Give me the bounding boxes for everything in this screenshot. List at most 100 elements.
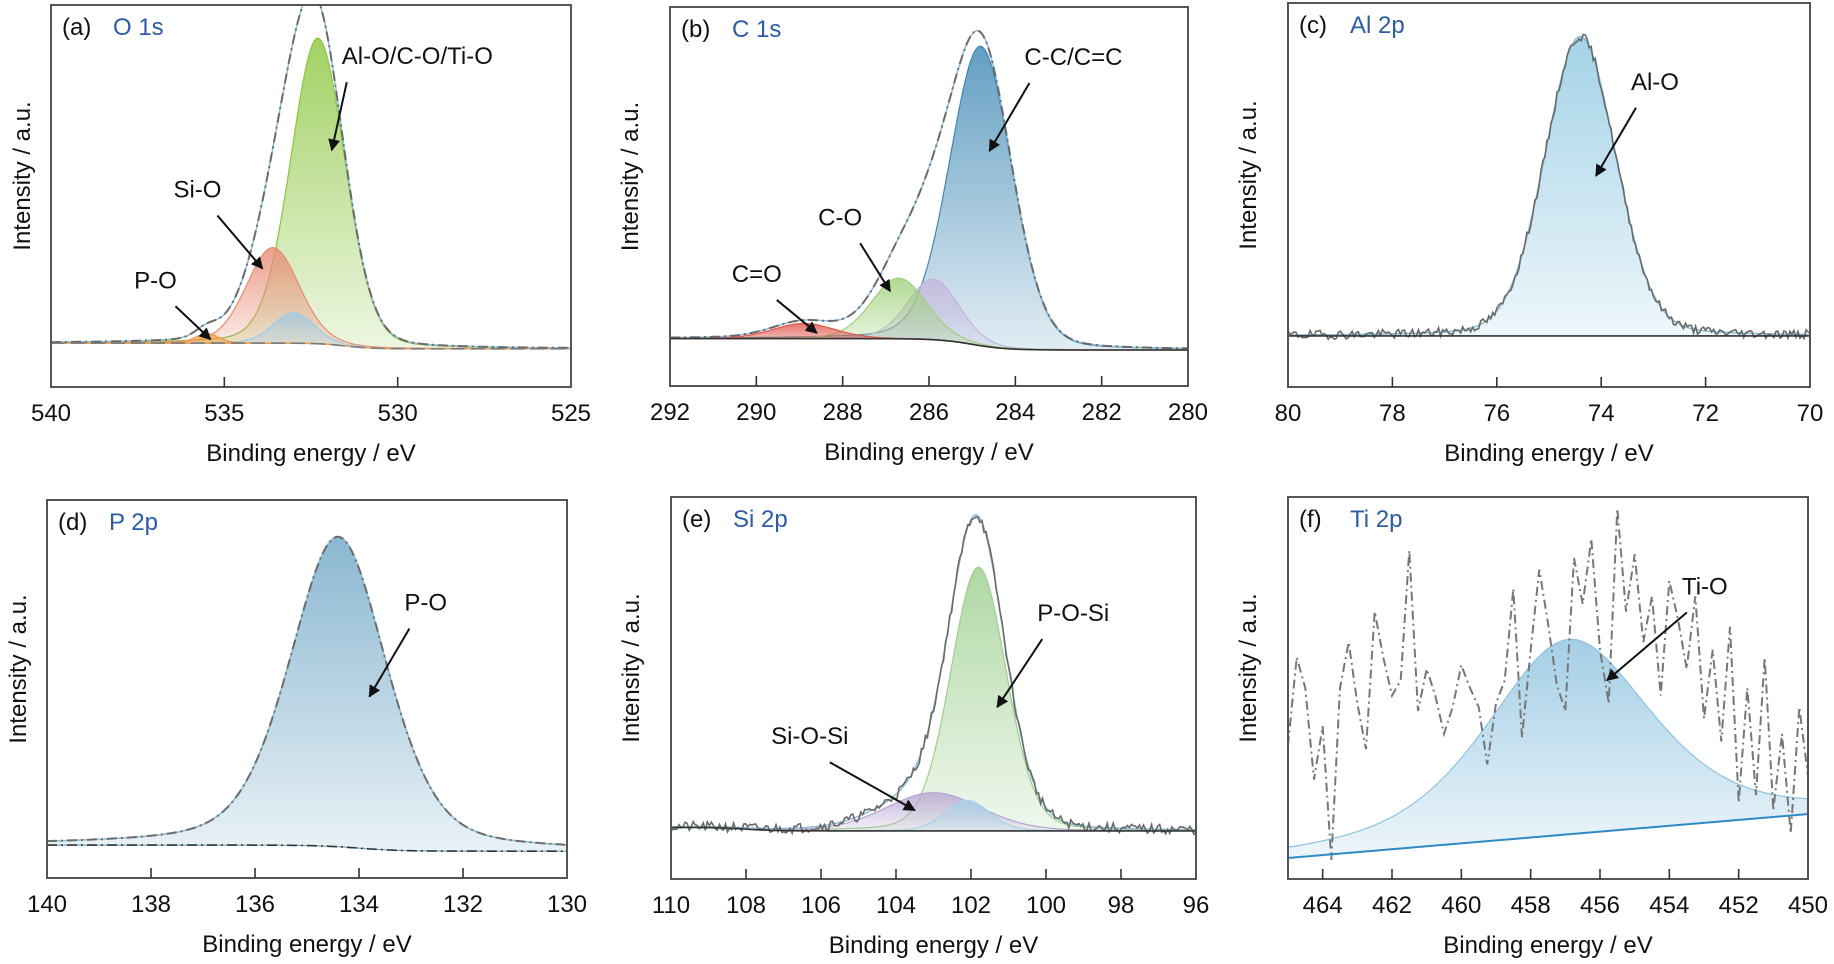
raw-data-line bbox=[1288, 508, 1808, 860]
panel-letter: (c) bbox=[1299, 12, 1327, 39]
x-tick-label: 70 bbox=[1797, 400, 1824, 427]
x-tick-label: 458 bbox=[1511, 892, 1551, 919]
component-p-o bbox=[47, 536, 567, 852]
plot-area bbox=[51, 5, 571, 350]
plot-area bbox=[1288, 508, 1808, 860]
plot-frame bbox=[46, 499, 568, 879]
x-tick-label: 78 bbox=[1379, 400, 1406, 427]
annotation-label: Al-O/C-O/Ti-O bbox=[342, 43, 493, 70]
component-p-o-si bbox=[671, 566, 1196, 832]
annotation-label: Al-O bbox=[1631, 69, 1679, 96]
x-tick-label: 140 bbox=[27, 891, 67, 918]
x-tick-label: 464 bbox=[1303, 892, 1343, 919]
annotation-arrow bbox=[174, 305, 212, 341]
panel-c: 80 78 76 74 72 70 Binding energy / eV Intensity… bbox=[1235, 2, 1824, 467]
plot-area bbox=[670, 29, 1188, 351]
x-tick-label: 104 bbox=[876, 892, 916, 919]
x-tick-label: 110 bbox=[652, 892, 690, 919]
x-tick-label: 460 bbox=[1441, 892, 1481, 919]
annotation-label: P-O bbox=[134, 267, 177, 294]
component-al-o bbox=[1288, 35, 1810, 337]
x-axis-label: Binding energy / eV bbox=[829, 932, 1038, 959]
annotation-label: C-C/C=C bbox=[1024, 44, 1122, 71]
x-axis-label: Binding energy / eV bbox=[1444, 440, 1653, 467]
panel-title: P 2p bbox=[109, 509, 158, 536]
y-axis-label: Intensity / a.u. bbox=[617, 102, 644, 251]
x-axis-label: Binding energy / eV bbox=[202, 931, 411, 958]
annotation-arrow bbox=[216, 214, 264, 270]
panel-letter: (e) bbox=[682, 506, 711, 533]
raw-data-line bbox=[47, 535, 567, 846]
x-tick-label: 130 bbox=[547, 891, 587, 918]
x-tick-label: 454 bbox=[1649, 892, 1689, 919]
x-tick-label: 282 bbox=[1082, 399, 1122, 426]
background-line bbox=[1288, 813, 1808, 859]
x-tick-label: 284 bbox=[995, 399, 1035, 426]
x-tick-label: 98 bbox=[1108, 892, 1135, 919]
annotation-arrow bbox=[776, 299, 818, 334]
x-tick-label: 72 bbox=[1692, 400, 1719, 427]
annotation-arrow bbox=[859, 242, 891, 293]
annotation-arrow bbox=[328, 81, 348, 152]
annotation-arrow bbox=[988, 82, 1031, 153]
panel-letter: (b) bbox=[681, 16, 710, 43]
plot-frame bbox=[1287, 496, 1809, 880]
panel-b: 292 290 288 286 284 282 280 Binding energy / eV… bbox=[617, 6, 1208, 466]
x-axis-label: Binding energy / eV bbox=[824, 439, 1033, 466]
x-tick-label: 292 bbox=[650, 399, 690, 426]
background-line bbox=[51, 342, 571, 350]
panel-letter: (d) bbox=[58, 509, 87, 536]
annotation-label: Ti-O bbox=[1682, 573, 1728, 600]
x-tick-label: 74 bbox=[1588, 400, 1615, 427]
y-axis-label: Intensity / a.u. bbox=[1235, 593, 1262, 742]
panel-title: C 1s bbox=[732, 16, 781, 43]
panel-title: Al 2p bbox=[1350, 12, 1405, 39]
x-tick-label: 76 bbox=[1483, 400, 1510, 427]
annotation-arrow bbox=[368, 628, 411, 698]
background-line bbox=[671, 826, 1196, 832]
annotation-arrow bbox=[1595, 107, 1637, 177]
raw-data-line bbox=[670, 29, 1188, 350]
plot-area bbox=[1288, 33, 1810, 341]
annotation-arrow bbox=[829, 761, 916, 812]
component-al-o-c-o-ti-o bbox=[51, 37, 571, 350]
x-tick-label: 134 bbox=[339, 891, 379, 918]
raw-data-line bbox=[671, 515, 1196, 836]
annotation-label: Si-O-Si bbox=[771, 723, 848, 750]
background-line bbox=[47, 844, 567, 852]
background-line bbox=[670, 337, 1188, 351]
panel-f: 464 462 460 458 456 454 452 450 Binding energy /… bbox=[1235, 496, 1828, 959]
panel-letter: (a) bbox=[62, 14, 91, 41]
plot-frame bbox=[1287, 2, 1811, 388]
x-tick-label: 108 bbox=[726, 892, 766, 919]
plot-frame bbox=[670, 496, 1197, 880]
annotation-label: C=O bbox=[732, 261, 782, 288]
panel-title: Ti 2p bbox=[1350, 506, 1402, 533]
x-tick-label: 80 bbox=[1275, 400, 1302, 427]
x-tick-label: 288 bbox=[823, 399, 863, 426]
x-tick-label: 456 bbox=[1580, 892, 1620, 919]
x-tick-label: 535 bbox=[204, 400, 244, 427]
y-axis-label: Intensity / a.u. bbox=[9, 101, 36, 250]
panel-title: Si 2p bbox=[733, 506, 788, 533]
x-tick-label: 138 bbox=[131, 891, 171, 918]
annotation-arrow bbox=[1606, 611, 1688, 682]
x-tick-label: 286 bbox=[909, 399, 949, 426]
x-tick-label: 290 bbox=[736, 399, 776, 426]
annotation-label: P-O-Si bbox=[1037, 600, 1109, 627]
y-axis-label: Intensity / a.u. bbox=[1235, 100, 1262, 249]
x-tick-label: 280 bbox=[1168, 399, 1208, 426]
x-tick-label: 100 bbox=[1026, 892, 1066, 919]
panel-d: 140 138 136 134 132 130 Binding energy / eV Int… bbox=[5, 499, 587, 958]
panel-title: O 1s bbox=[113, 14, 164, 41]
plot-frame bbox=[50, 4, 572, 388]
x-axis-label: Binding energy / eV bbox=[1443, 932, 1652, 959]
y-axis-label: Intensity / a.u. bbox=[5, 594, 32, 743]
x-tick-label: 540 bbox=[31, 400, 71, 427]
annotation-arrow bbox=[996, 638, 1044, 709]
x-tick-label: 452 bbox=[1719, 892, 1759, 919]
annotation-label: C-O bbox=[818, 204, 862, 231]
x-axis-label: Binding energy / eV bbox=[206, 440, 415, 467]
x-tick-label: 106 bbox=[801, 892, 841, 919]
